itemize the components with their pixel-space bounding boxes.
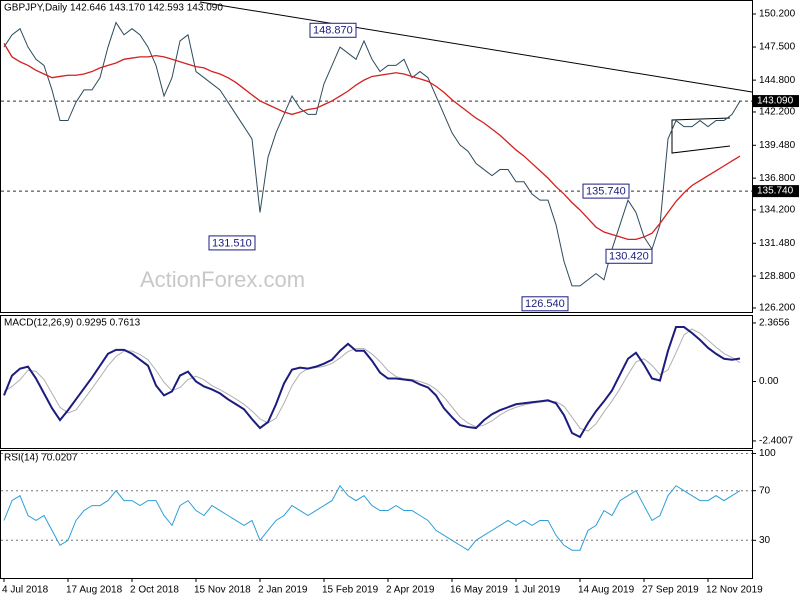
x-tick-label: 27 Sep 2019 bbox=[642, 585, 699, 596]
y-tick-label: -2.4007 bbox=[759, 436, 793, 447]
annotation-box bbox=[309, 22, 357, 38]
annotation-label: 126.540 bbox=[525, 298, 565, 310]
watermark: ActionForex.com bbox=[140, 267, 305, 292]
x-tick-label: 1 Jul 2019 bbox=[514, 585, 561, 596]
y-tick-label: 144.800 bbox=[759, 75, 796, 86]
trend-line bbox=[199, 1, 753, 93]
series-line bbox=[3, 43, 741, 241]
annotation-label: 131.510 bbox=[212, 237, 252, 249]
price-panel bbox=[0, 0, 753, 313]
x-tick-label: 15 Nov 2018 bbox=[194, 585, 251, 596]
x-tick-label: 14 Aug 2019 bbox=[578, 585, 635, 596]
annotation-box bbox=[582, 183, 630, 199]
y-tick-label: 128.800 bbox=[759, 271, 796, 282]
annotation-label: 148.870 bbox=[313, 25, 353, 37]
x-tick-label: 15 Feb 2019 bbox=[322, 585, 379, 596]
annotation-box bbox=[521, 296, 569, 312]
y-tick-label: 70 bbox=[759, 485, 771, 496]
annotation-label: 130.420 bbox=[609, 251, 649, 263]
y-tick-label: 2.3656 bbox=[759, 318, 790, 329]
level-label: 143.090 bbox=[757, 96, 794, 107]
annotation-label: 135.740 bbox=[586, 186, 626, 198]
level-label: 135.740 bbox=[757, 186, 794, 197]
annotation-box bbox=[605, 248, 653, 264]
x-tick-label: 17 Aug 2018 bbox=[66, 585, 123, 596]
series-line bbox=[3, 21, 741, 287]
y-tick-label: 142.200 bbox=[759, 107, 796, 118]
y-tick-label: 30 bbox=[759, 535, 771, 546]
series-line bbox=[3, 326, 741, 439]
x-tick-label: 2 Oct 2018 bbox=[130, 585, 179, 596]
panel-title: GBPJPY,Daily 142.646 143.170 142.593 143… bbox=[4, 3, 223, 14]
y-tick-label: 126.200 bbox=[759, 303, 796, 314]
rsi-panel bbox=[0, 450, 753, 579]
plot-layer: GBPJPY,Daily 142.646 143.170 142.593 143… bbox=[1, 3, 799, 596]
level-box bbox=[753, 185, 799, 198]
y-tick-label: 136.800 bbox=[759, 173, 796, 184]
y-tick-label: 150.200 bbox=[759, 9, 796, 20]
y-tick-label: 0.00 bbox=[759, 376, 779, 387]
annotation-box bbox=[208, 235, 256, 251]
y-tick-label: 134.200 bbox=[759, 205, 796, 216]
x-tick-label: 4 Jul 2018 bbox=[2, 585, 49, 596]
x-tick-label: 16 May 2019 bbox=[450, 585, 508, 596]
y-tick-label: 147.500 bbox=[759, 42, 796, 53]
panel-title: RSI(14) 70.0207 bbox=[4, 453, 78, 464]
y-tick-label: 100 bbox=[759, 448, 776, 459]
y-tick-label: 131.480 bbox=[759, 238, 796, 249]
x-tick-label: 2 Apr 2019 bbox=[386, 585, 435, 596]
x-tick-label: 12 Nov 2019 bbox=[706, 585, 763, 596]
y-tick-label: 139.480 bbox=[759, 140, 796, 151]
channel-line bbox=[671, 117, 731, 154]
panel-title: MACD(12,26,9) 0.9295 0.7613 bbox=[4, 318, 141, 329]
series-line bbox=[3, 484, 741, 551]
level-box bbox=[753, 95, 799, 108]
x-tick-label: 2 Jan 2019 bbox=[258, 585, 308, 596]
